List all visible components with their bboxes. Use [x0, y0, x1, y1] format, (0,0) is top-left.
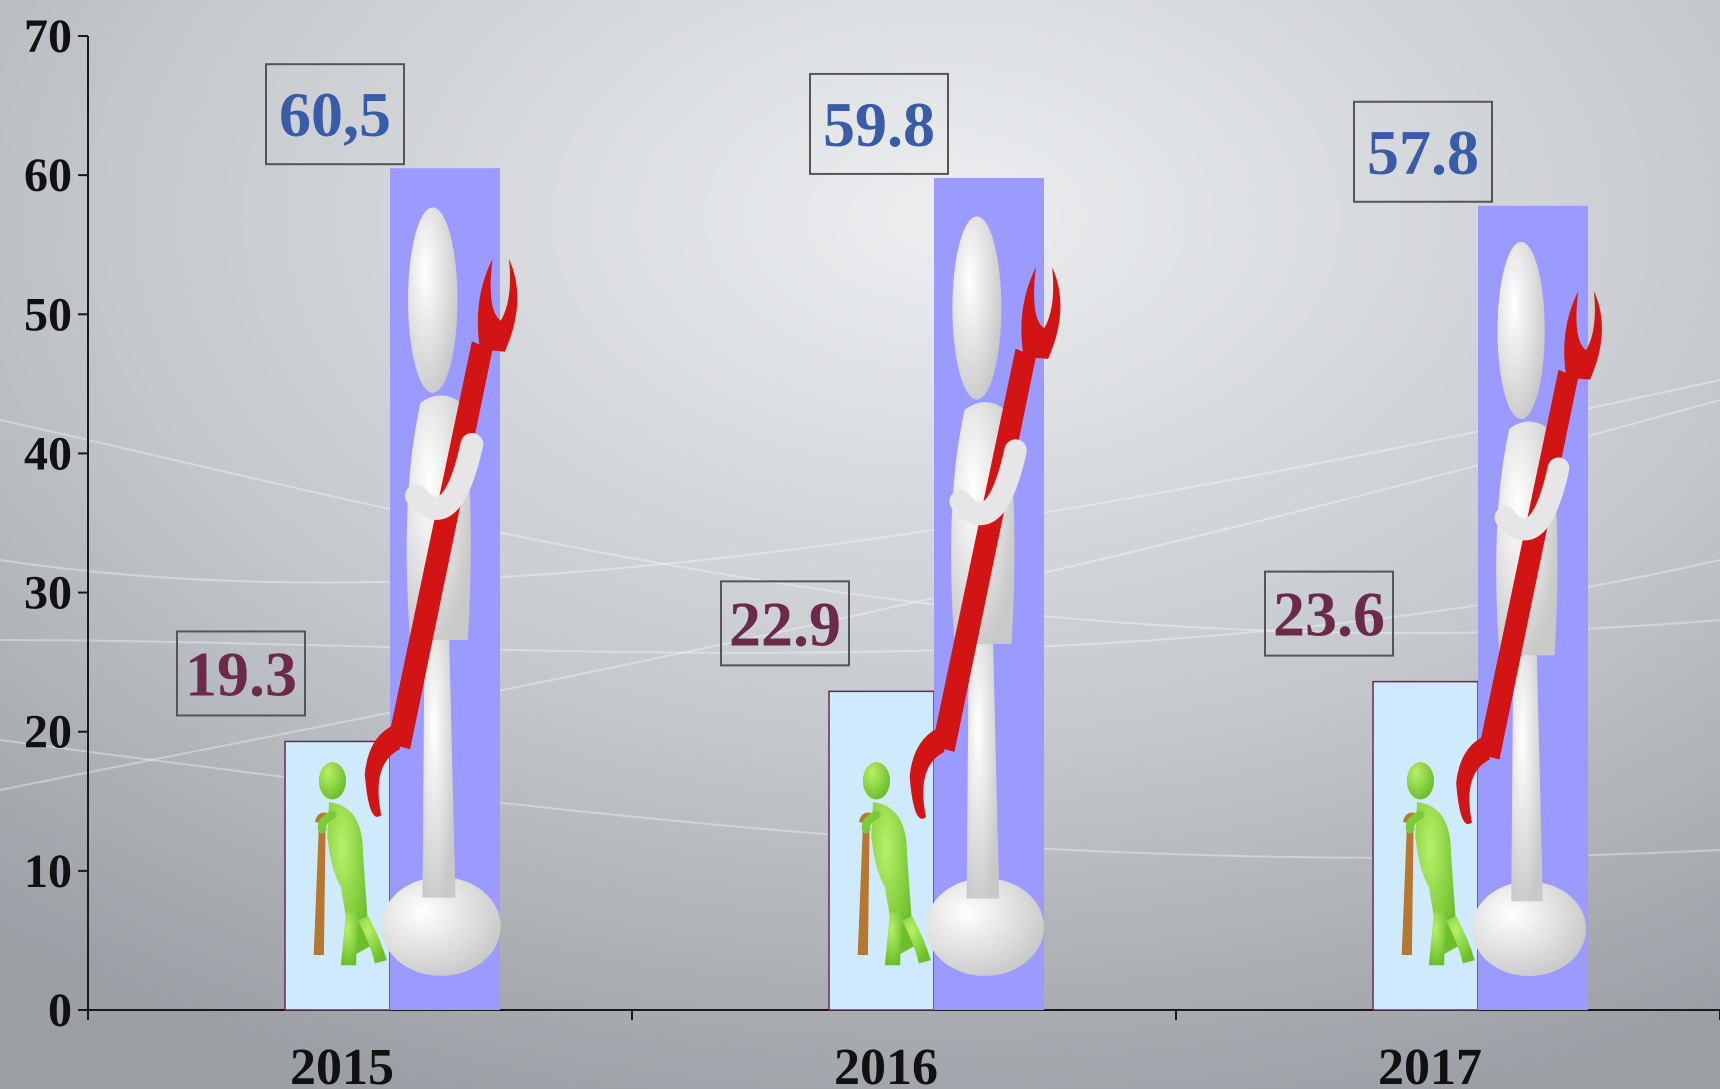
elderly-person-with-cane-icon: [1401, 762, 1475, 966]
x-category-label: 2017: [1378, 1039, 1482, 1089]
y-axis: 0 10 20 30 40 50 60 70: [24, 10, 89, 1037]
y-tick-label: 50: [24, 288, 72, 341]
person-with-red-wrench-icon: [1456, 241, 1602, 977]
bar-series: [284, 168, 1602, 1011]
value-label: 23.6: [1273, 579, 1385, 650]
y-tick-label: 40: [24, 427, 72, 480]
person-with-red-wrench-icon: [909, 216, 1061, 976]
x-category-label: 2016: [834, 1039, 938, 1089]
y-tick-label: 0: [48, 984, 72, 1037]
value-label: 59.8: [823, 89, 935, 160]
value-label: 60,5: [279, 79, 391, 150]
value-label: 19.3: [185, 638, 297, 709]
y-tick-label: 70: [24, 10, 72, 63]
value-label-box: [809, 72, 949, 175]
y-tick-label: 60: [24, 149, 72, 202]
y-tick-label: 30: [24, 567, 72, 620]
value-label-box: [1264, 570, 1394, 657]
value-labels: 19.3 60,5 22.9 59.8 23.6 57.8: [176, 63, 1493, 717]
elderly-person-with-cane-icon: [313, 762, 387, 966]
y-tick-label: 20: [24, 706, 72, 759]
elderly-person-with-cane-icon: [857, 762, 931, 966]
value-label-box: [176, 630, 306, 717]
x-category-label: 2015: [290, 1039, 394, 1089]
value-label-box: [265, 63, 405, 166]
value-label: 22.9: [729, 588, 841, 659]
value-label-box: [1353, 100, 1493, 203]
y-tick-label: 10: [24, 845, 72, 898]
person-with-red-wrench-icon: [364, 207, 518, 976]
value-label: 57.8: [1367, 117, 1479, 188]
value-label-box: [720, 580, 850, 667]
